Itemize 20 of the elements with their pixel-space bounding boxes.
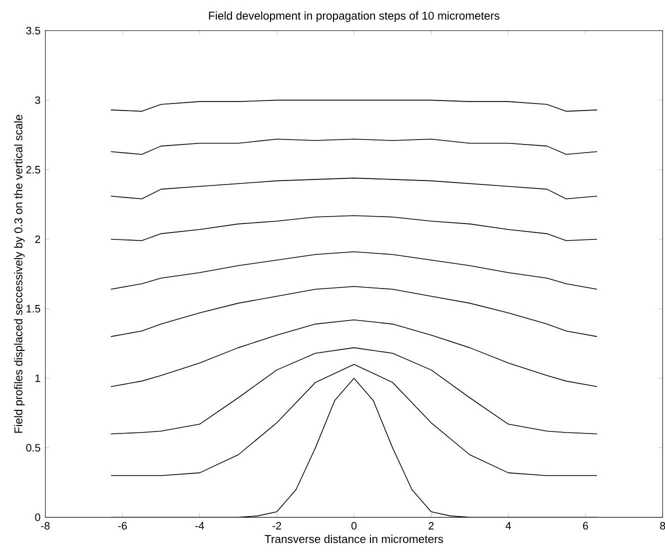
x-axis-title: Transverse distance in micrometers — [264, 534, 444, 544]
x-tick-label: 8 — [660, 522, 665, 530]
x-tick-label: 2 — [428, 522, 434, 530]
y-tick-label: 0.5 — [26, 444, 40, 452]
y-tick-label: 3.5 — [26, 26, 40, 34]
y-tick-label: 2 — [35, 236, 40, 243]
y-tick-label: 3 — [35, 96, 40, 104]
x-tick-label: -4 — [195, 522, 204, 530]
x-tick-label: 6 — [583, 522, 588, 530]
x-tick-label: 4 — [506, 522, 511, 530]
y-axis-title: Field profiles displaced seccessively by 0.3 on the vertical scale — [14, 114, 25, 433]
y-tick-label: 0 — [35, 514, 40, 522]
x-tick-label: -8 — [41, 522, 50, 530]
x-tick-label: -6 — [118, 522, 127, 530]
chart-title: Field development in propagation steps of 10 micrometers — [209, 11, 500, 22]
y-tick-label: 2.5 — [26, 166, 40, 174]
x-tick-label: 0 — [351, 522, 357, 530]
x-tick-label: -2 — [272, 522, 282, 530]
y-tick-label: 1 — [36, 374, 40, 382]
y-tick-label: 1.5 — [26, 305, 40, 312]
